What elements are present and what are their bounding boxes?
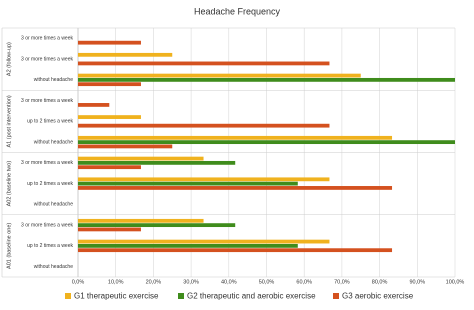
y-tick-label: 3 or more times a week	[21, 98, 73, 104]
group-label: A01 (baseline one)	[6, 223, 12, 269]
y-tick-label: up to 2 times a week	[27, 119, 73, 125]
group-label: A2 (follow-up)	[6, 42, 12, 76]
bar	[78, 115, 141, 119]
bar	[78, 165, 141, 170]
bar	[78, 82, 141, 87]
bar	[78, 177, 330, 182]
x-tick-label: 20,0%	[146, 279, 162, 285]
x-tick-label: 0,0%	[72, 279, 85, 285]
y-tick-label: without headache	[34, 202, 73, 208]
y-tick-label: 3 or more times a week	[21, 36, 73, 42]
group-label: A02 (baseline two)	[6, 161, 12, 207]
y-tick-label: without headache	[34, 77, 73, 83]
x-tick-label: 30,0%	[183, 279, 199, 285]
bar	[78, 103, 110, 107]
x-tick-label: 50,0%	[259, 279, 275, 285]
bar	[78, 140, 455, 145]
legend-label: G1 therapeutic exercise	[74, 292, 159, 301]
chart-title: Headache Frequency	[194, 6, 281, 16]
legend-swatch	[65, 293, 71, 299]
bar	[78, 160, 236, 165]
y-tick-label: 3 or more times a week	[21, 56, 73, 62]
x-tick-label: 60,0%	[296, 279, 312, 285]
y-tick-label: without headache	[34, 264, 73, 270]
bar	[78, 223, 236, 228]
y-tick-label: 3 or more times a week	[21, 222, 73, 228]
bar	[78, 77, 455, 82]
legend-swatch	[333, 293, 339, 299]
bar	[78, 227, 141, 232]
x-tick-label: 70,0%	[334, 279, 350, 285]
y-tick-label: without headache	[34, 139, 73, 145]
group-label: A1 (post intervention)	[6, 95, 12, 147]
bar	[78, 181, 298, 186]
x-tick-label: 90,0%	[409, 279, 425, 285]
bar	[78, 135, 393, 140]
x-tick-label: 100,0%	[446, 279, 465, 285]
x-tick-label: 80,0%	[372, 279, 388, 285]
bar	[78, 61, 330, 66]
bar	[78, 73, 361, 78]
legend-label: G2 therapeutic and aerobic exercise	[187, 292, 316, 301]
bar	[78, 40, 141, 45]
x-tick-label: 10,0%	[108, 279, 124, 285]
bar	[78, 123, 330, 128]
legend-swatch	[178, 293, 184, 299]
bar	[78, 52, 173, 57]
bar	[78, 218, 204, 223]
bar	[78, 156, 204, 161]
legend-label: G3 aerobic exercise	[342, 292, 414, 301]
bar	[78, 243, 298, 248]
x-tick-label: 40,0%	[221, 279, 237, 285]
y-tick-label: up to 2 times a week	[27, 181, 73, 187]
bar	[78, 248, 393, 253]
bar	[78, 239, 330, 244]
y-tick-label: up to 2 times a week	[27, 243, 73, 249]
bar	[78, 186, 393, 190]
bar	[78, 144, 173, 149]
y-tick-label: 3 or more times a week	[21, 160, 73, 166]
